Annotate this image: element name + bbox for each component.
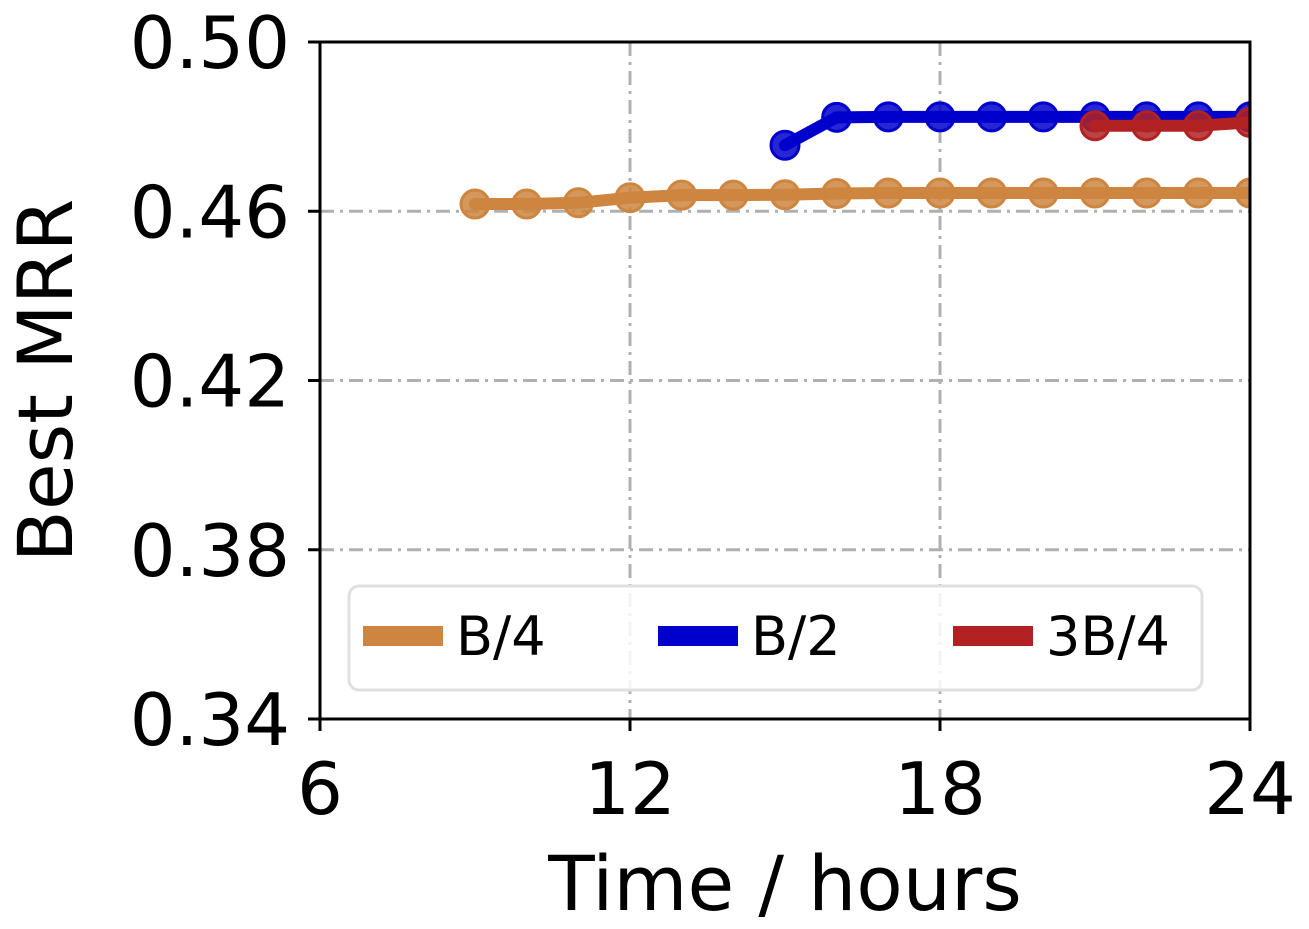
y-tick-label: 0.50 (130, 1, 290, 85)
data-point (1131, 110, 1163, 142)
y-tick-label: 0.46 (130, 170, 290, 254)
data-point (976, 101, 1008, 133)
data-point (924, 177, 956, 209)
y-tick-label: 0.42 (130, 340, 290, 424)
y-tick-label: 0.38 (130, 509, 290, 593)
y-tick-label: 0.34 (130, 678, 290, 762)
series-line (1089, 116, 1250, 132)
legend-label: B/2 (751, 605, 841, 668)
data-point (511, 188, 543, 220)
series-B/4 (459, 177, 1250, 220)
x-tick-label: 24 (1204, 747, 1296, 831)
ticks: 6 12 18 24 0.34 0.38 0.42 0.46 0.50 (130, 1, 1296, 831)
data-point (1131, 177, 1163, 209)
data-point (562, 187, 594, 219)
series-3B/4 (1079, 106, 1250, 142)
data-point (1027, 101, 1059, 133)
x-tick-label: 12 (584, 747, 676, 831)
legend-label: 3B/4 (1046, 605, 1170, 668)
series-line (779, 110, 1250, 152)
data-point (769, 129, 801, 161)
legend-item: 3B/4 (953, 605, 1170, 668)
plot-area (459, 101, 1250, 220)
data-point (872, 101, 904, 133)
y-axis-label: Best MRR (1, 199, 90, 563)
data-point (976, 177, 1008, 209)
legend-item: B/4 (363, 605, 546, 668)
data-point (821, 177, 853, 209)
legend: B/4 B/2 3B/4 (347, 584, 1204, 692)
data-point (1079, 177, 1111, 209)
data-point (666, 179, 698, 211)
data-point (1027, 177, 1059, 209)
data-point (1182, 110, 1214, 142)
data-point (1234, 106, 1250, 138)
data-point (717, 179, 749, 211)
data-point (459, 188, 491, 220)
x-tick-label: 18 (894, 747, 986, 831)
data-point (1234, 177, 1250, 209)
data-point (924, 101, 956, 133)
data-point (614, 182, 646, 214)
legend-item: B/2 (658, 605, 841, 668)
data-point (872, 177, 904, 209)
legend-box (347, 584, 1204, 692)
data-point (1182, 177, 1214, 209)
x-axis-label: Time / hours (547, 839, 1022, 928)
series-line (469, 187, 1250, 211)
data-point (821, 101, 853, 133)
legend-label: B/4 (456, 605, 546, 668)
data-point (1079, 110, 1111, 142)
x-tick-label: 6 (297, 747, 343, 831)
data-point (769, 179, 801, 211)
